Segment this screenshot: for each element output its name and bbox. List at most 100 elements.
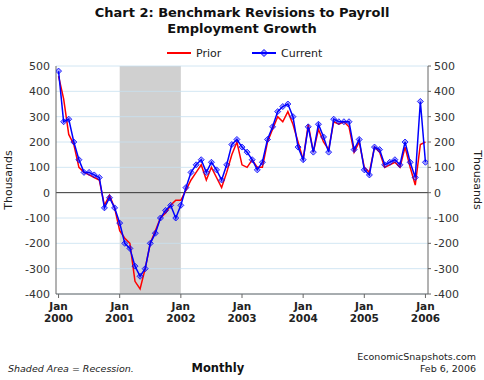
series-marker	[417, 98, 423, 104]
series-marker	[112, 205, 118, 211]
y-axis-line	[56, 66, 57, 294]
x-tick	[303, 294, 304, 298]
series-marker	[346, 119, 352, 125]
series-marker	[203, 169, 209, 175]
x-tick-label: Jan2002	[166, 300, 195, 324]
series-marker	[157, 215, 163, 221]
series-marker	[397, 162, 403, 168]
series-marker	[163, 207, 169, 213]
series-marker	[377, 147, 383, 153]
series-marker	[259, 159, 265, 165]
series-marker	[107, 195, 113, 201]
grid-line	[56, 167, 428, 168]
grid-line	[56, 116, 428, 117]
series-marker	[101, 205, 107, 211]
grid-line	[56, 142, 428, 143]
x-tick-label: Jan2003	[227, 300, 256, 324]
series-marker	[310, 149, 316, 155]
series-marker	[71, 139, 77, 145]
y2-tick-label: -100	[434, 212, 459, 225]
y2-tick-label: 100	[434, 161, 455, 174]
y2-tick-label: -300	[434, 263, 459, 276]
y-tick-label: 500	[29, 60, 50, 73]
series-marker	[168, 202, 174, 208]
x-tick	[180, 294, 181, 298]
legend-label: Prior	[196, 47, 222, 60]
series-marker	[249, 157, 255, 163]
x-tick-label: Jan2000	[44, 300, 73, 324]
chart: -400-300-200-1000100200300400500-400-300…	[0, 0, 484, 380]
y-tick-label: -200	[25, 237, 50, 250]
text-line: 2005	[350, 312, 379, 324]
text-line: Shaded Area = Recession.	[8, 363, 134, 374]
series-marker	[315, 121, 321, 127]
text-line: 2004	[289, 312, 318, 324]
x-tick-label: Jan2004	[289, 300, 318, 324]
series-marker	[229, 142, 235, 148]
series-marker	[270, 124, 276, 130]
legend-swatch	[167, 52, 191, 54]
series-marker	[351, 147, 357, 153]
text-line: Feb 6, 2006	[420, 363, 476, 374]
text-line: Jan	[171, 300, 190, 312]
series-marker	[173, 215, 179, 221]
y-tick-label: -300	[25, 263, 50, 276]
grid-line	[56, 91, 428, 92]
y2-axis-line	[428, 66, 429, 294]
text-line: Jan	[48, 300, 67, 312]
y-tick-label: -400	[25, 288, 50, 301]
y2-tick-label: 400	[434, 85, 455, 98]
series-marker	[137, 273, 143, 279]
text-line: Employment Growth	[167, 21, 316, 36]
series-marker	[127, 245, 133, 251]
series-marker	[285, 101, 291, 107]
x-tick-label: Jan2001	[105, 300, 134, 324]
series-marker	[244, 149, 250, 155]
series-marker	[305, 124, 311, 130]
footer-right: EconomicSnapshots.comFeb 6, 2006	[357, 351, 476, 374]
series-marker	[178, 202, 184, 208]
series-marker	[422, 159, 428, 165]
y2-tick-label: 200	[434, 136, 455, 149]
x-tick	[58, 294, 59, 298]
text-line: 2006	[411, 312, 440, 324]
series-marker	[407, 159, 413, 165]
series-marker	[361, 167, 367, 173]
series-marker	[412, 174, 418, 180]
series-marker	[76, 157, 82, 163]
series-marker	[117, 220, 123, 226]
series-line	[59, 71, 426, 276]
y-tick-label: -100	[25, 212, 50, 225]
x-tick	[242, 294, 243, 298]
y-tick-label: 100	[29, 161, 50, 174]
text-line: Monthly	[191, 361, 244, 375]
y-tick-label: 200	[29, 136, 50, 149]
recession-span	[120, 66, 181, 294]
series-marker	[264, 136, 270, 142]
text-line: EconomicSnapshots.com	[357, 351, 476, 362]
grid-line	[56, 218, 428, 219]
y2-tick-label: 300	[434, 111, 455, 124]
series-marker	[183, 185, 189, 191]
series-marker	[234, 136, 240, 142]
y-tick-label: 300	[29, 111, 50, 124]
series-marker	[56, 68, 62, 74]
series-marker	[132, 263, 138, 269]
series-marker	[208, 159, 214, 165]
series-line	[59, 76, 426, 289]
series-marker	[326, 149, 332, 155]
series-marker	[198, 157, 204, 163]
series-marker	[239, 144, 245, 150]
grid-line	[56, 66, 428, 67]
series-marker	[300, 157, 306, 163]
series-marker	[366, 172, 372, 178]
grid-line	[56, 268, 428, 269]
series-marker	[152, 230, 158, 236]
series-marker	[96, 174, 102, 180]
x-tick-label: Jan2005	[350, 300, 379, 324]
text-line: Jan	[109, 300, 128, 312]
footer-left: Shaded Area = Recession.	[8, 363, 134, 374]
series-marker	[147, 240, 153, 246]
y-tick-label: 0	[43, 187, 50, 200]
plot-area	[56, 68, 428, 289]
